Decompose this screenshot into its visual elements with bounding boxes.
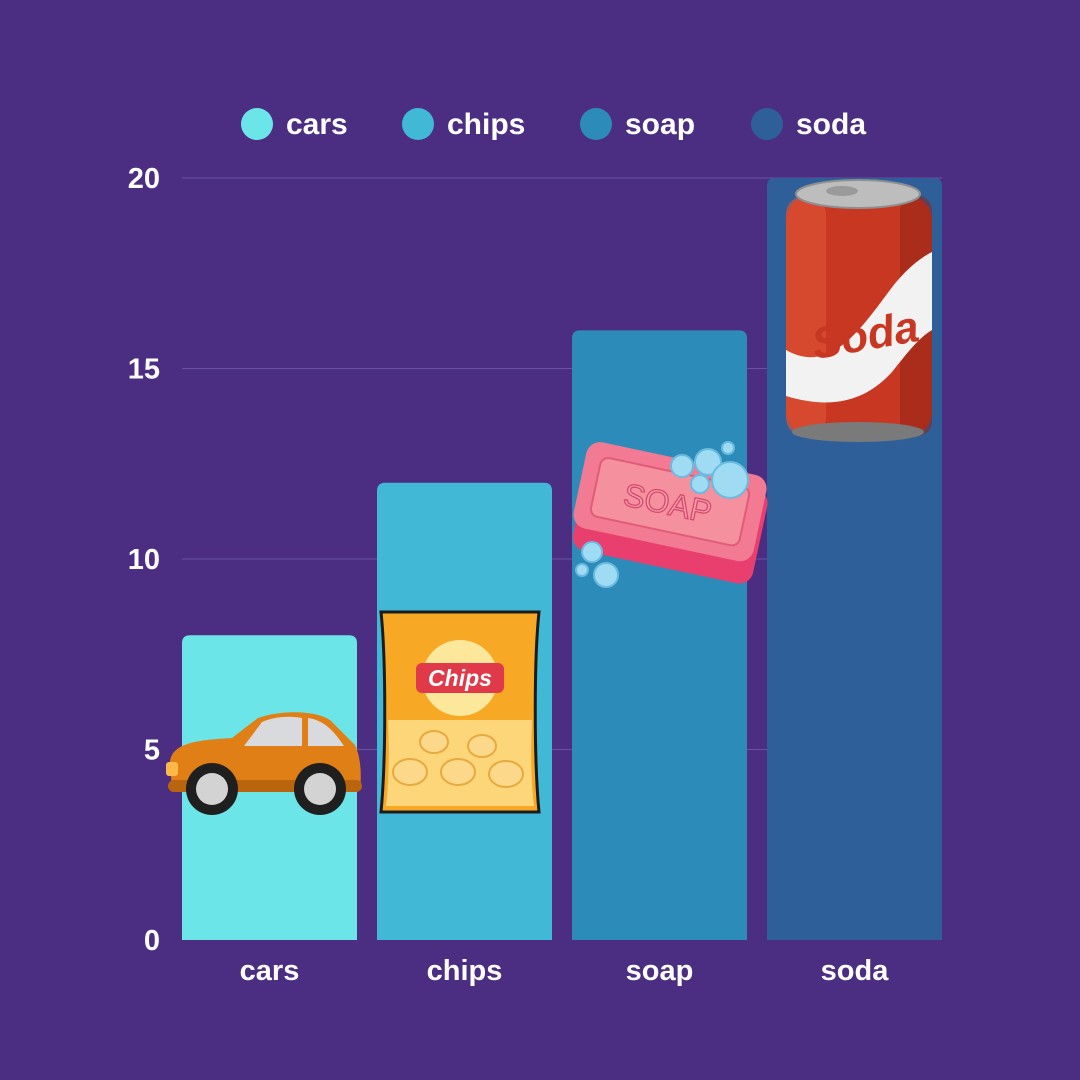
chips-bag-label: Chips [428,665,492,691]
x-category-label: chips [427,955,503,987]
x-axis-categories: cars chips soap soda [240,955,890,987]
legend-label: soda [796,108,866,141]
x-category-label: soap [626,955,694,987]
y-tick-label: 5 [144,735,160,767]
legend-label: soap [625,108,695,141]
y-tick-label: 0 [144,925,160,957]
legend: cars chips soap soda [241,108,866,141]
legend-swatch [751,108,783,140]
y-tick-label: 10 [128,544,160,576]
bar-soap [572,330,747,940]
chips-bag-icon: Chips [379,610,541,814]
legend-swatch [241,108,273,140]
x-category-label: soda [821,955,890,987]
y-axis-ticks: 0 5 10 15 20 [128,163,160,957]
soda-can-icon: Soda [786,179,932,442]
legend-label: cars [286,108,348,141]
legend-swatch [402,108,434,140]
legend-swatch [580,108,612,140]
soap-bar-icon: SOAP [572,441,768,588]
x-category-label: cars [240,955,300,987]
car-icon [166,712,362,815]
y-tick-label: 15 [128,354,160,386]
y-tick-label: 20 [128,163,160,195]
legend-label: chips [447,108,525,141]
